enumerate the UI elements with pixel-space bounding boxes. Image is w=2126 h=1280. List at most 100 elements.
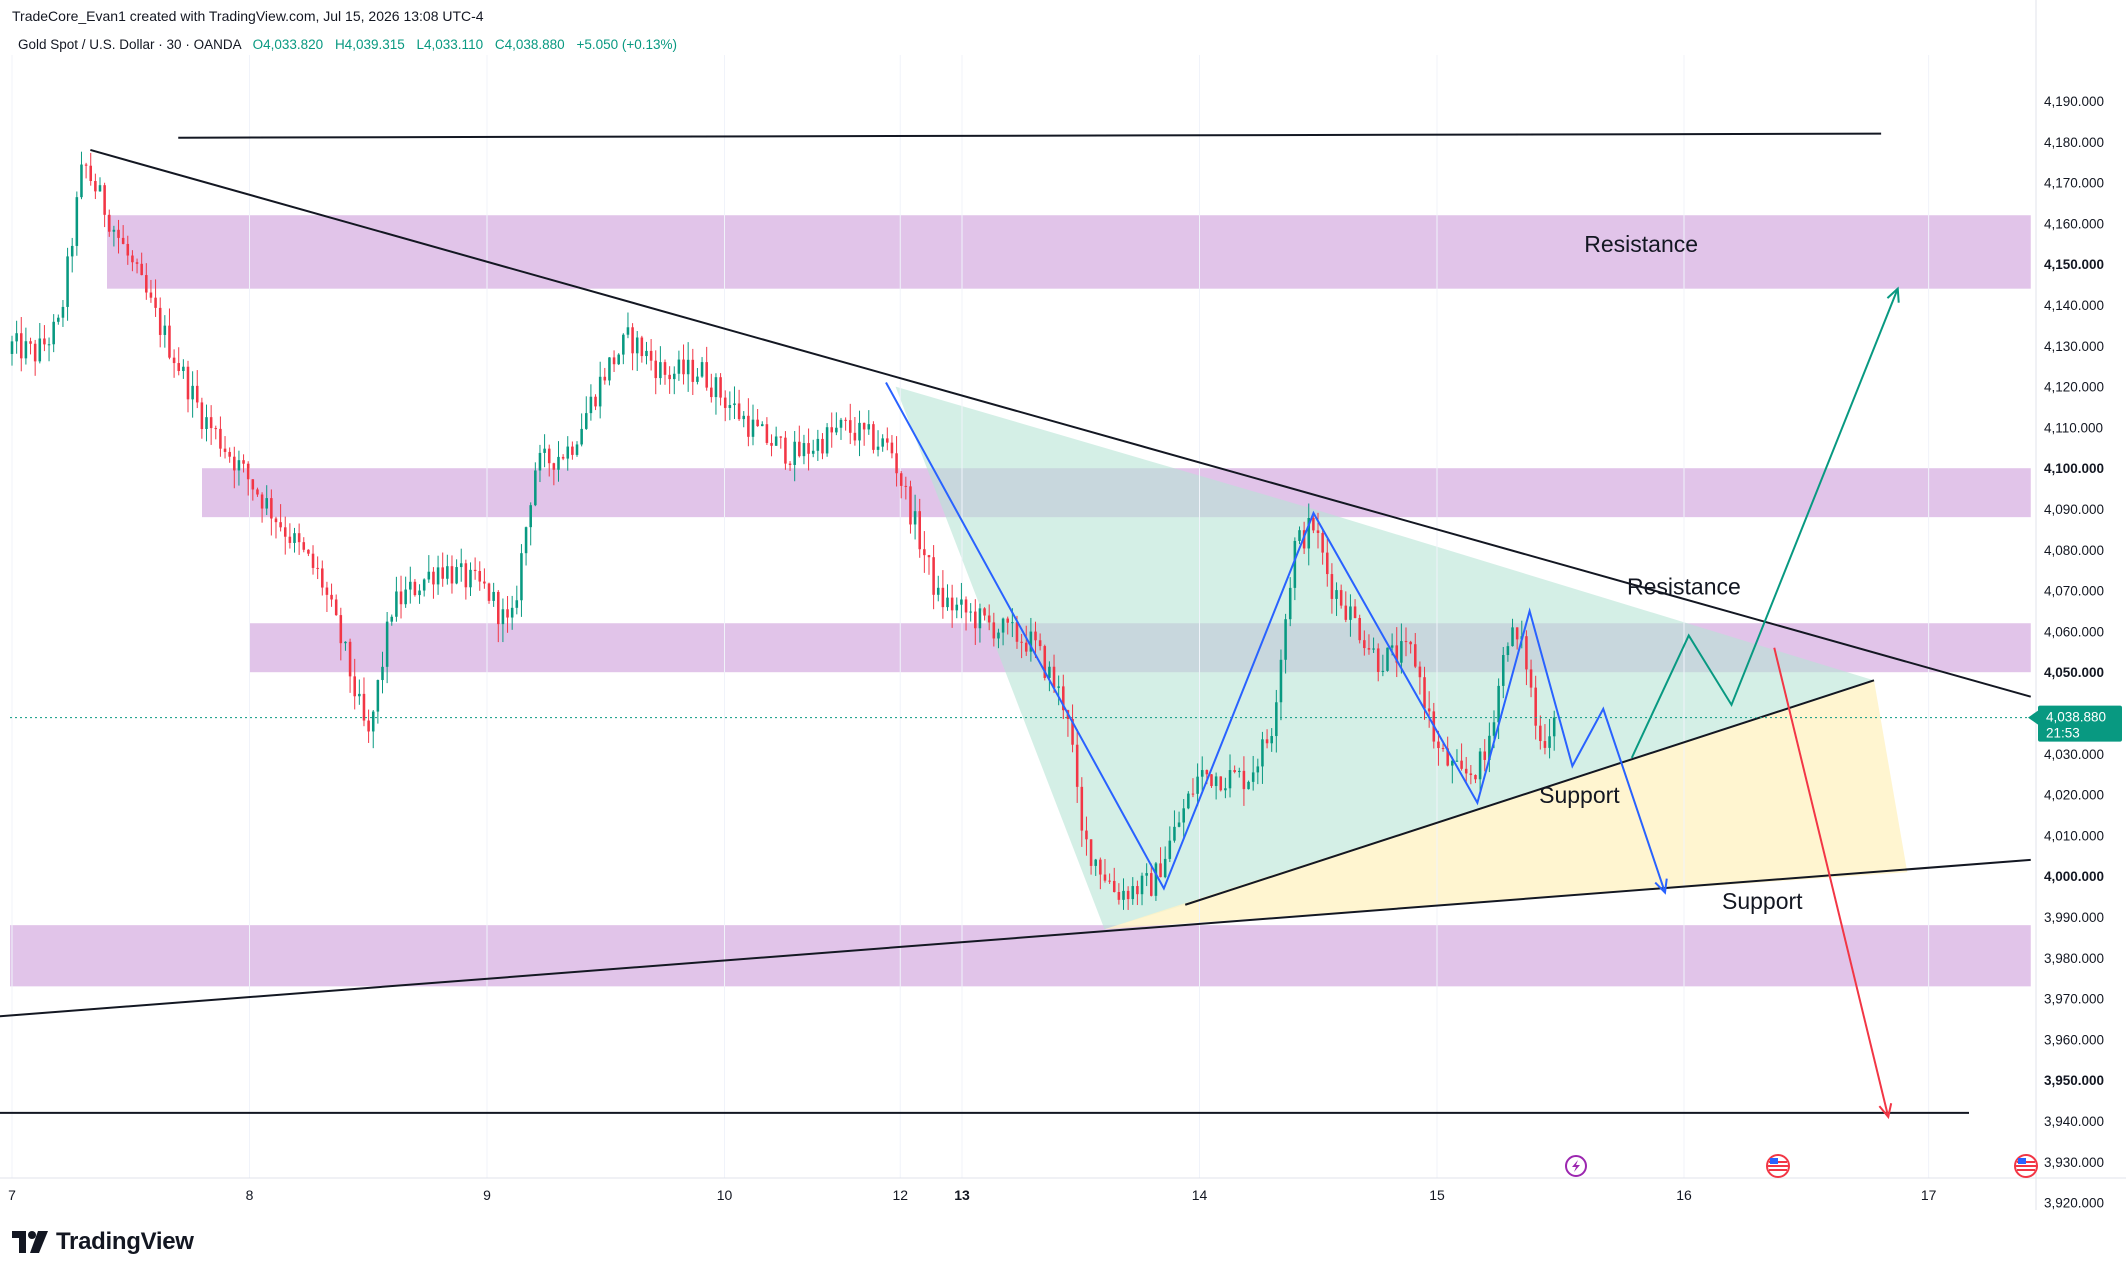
candle-body [1497,685,1500,723]
candle-body [270,498,273,519]
candle-body [1015,622,1019,642]
up-candle [1288,577,1292,627]
up-candle [265,485,268,516]
up-candle [293,527,296,553]
candle-body [163,325,167,335]
lightning-icon[interactable] [1565,1155,1587,1177]
candle-body [316,567,319,569]
down-candle [154,279,157,317]
us-flag-icon[interactable] [2014,1154,2038,1178]
candle-body [47,344,51,346]
candle-body [251,479,255,490]
up-candle [422,578,426,597]
candle-body [1089,839,1093,866]
down-candle [1515,627,1519,650]
candle-body [43,338,46,345]
candle-body [585,413,588,429]
down-candle [1321,528,1324,565]
up-candle [436,555,440,595]
event-icons [1565,1154,2038,1178]
up-candle [1057,675,1060,706]
up-candle [358,679,361,705]
down-candle [200,397,204,439]
candle-body [1404,641,1408,643]
up-candle [1122,878,1125,910]
candle-body [358,693,361,697]
down-candle [497,590,500,643]
candle-body [1539,725,1542,742]
down-candle [1353,599,1357,619]
candle-body [1488,735,1491,760]
annotation-label: Resistance [1627,574,1741,600]
candle-body [1205,770,1209,775]
down-candle [311,545,315,575]
down-candle [1043,644,1047,681]
down-candle [821,433,824,460]
resistance-support-zone [107,215,2031,289]
candle-body [538,452,542,471]
last-price-badge-bg [2038,705,2122,742]
candle-body [94,181,97,192]
candle-body [1103,874,1107,881]
bullish-arrow [1630,288,1899,759]
down-candle [89,152,93,186]
price-tick-label: 4,050.000 [2044,665,2104,680]
down-candle [552,462,556,486]
up-candle [1488,722,1491,773]
candle-body [80,164,83,198]
down-candle [450,555,454,594]
candle-body [1052,666,1056,688]
annotation-label: Resistance [1584,231,1698,257]
down-candle [1418,661,1422,695]
candle-body [1182,808,1185,823]
up-candle [1154,861,1158,901]
candle-body [1478,751,1482,780]
candle-body [1474,775,1477,780]
candle-body [1284,619,1287,660]
up-candle [538,444,542,483]
candle-body [987,615,991,623]
candle-body [543,448,546,453]
candle-body [760,424,764,427]
candle-body [321,568,324,588]
down-candle [1075,729,1079,803]
candle-body [1344,605,1348,620]
candle-body [686,359,690,375]
tradingview-logo[interactable]: TradingView [12,1228,194,1256]
candle-body [75,197,79,246]
down-candle [723,390,727,422]
trendline [178,132,1882,139]
candle-body [714,377,718,398]
candle-body [172,357,176,364]
candle-body [1071,719,1074,745]
down-candle [367,709,370,743]
down-candle [784,431,787,470]
up-candle [418,584,421,604]
us-flag-icon[interactable] [1766,1154,1790,1178]
candle-body [1099,859,1102,875]
candle-body [705,362,708,388]
candle-body [38,338,42,362]
up-candle [98,177,102,192]
up-candle [427,555,431,583]
candle-body [853,432,857,441]
up-candle [1548,718,1551,759]
candle-body [608,357,611,381]
annotation-layer: Resistance Resistance Support Support [1539,231,1803,914]
up-candle [501,598,505,643]
candle-body [168,325,171,358]
down-candle [1404,627,1408,657]
up-candle [112,225,116,247]
price-tick-label: 4,120.000 [2044,380,2104,395]
candle-body [446,566,449,579]
candle-body [1409,641,1412,645]
candle-body [1038,640,1042,647]
candle-body [121,237,125,244]
time-axis: 7 8 9 10 12 13 14 15 16 17 [8,1187,1937,1203]
candle-body [283,527,287,537]
down-candle [1539,715,1542,750]
down-candle [1112,867,1116,893]
down-candle [807,428,810,471]
up-candle [455,559,458,585]
